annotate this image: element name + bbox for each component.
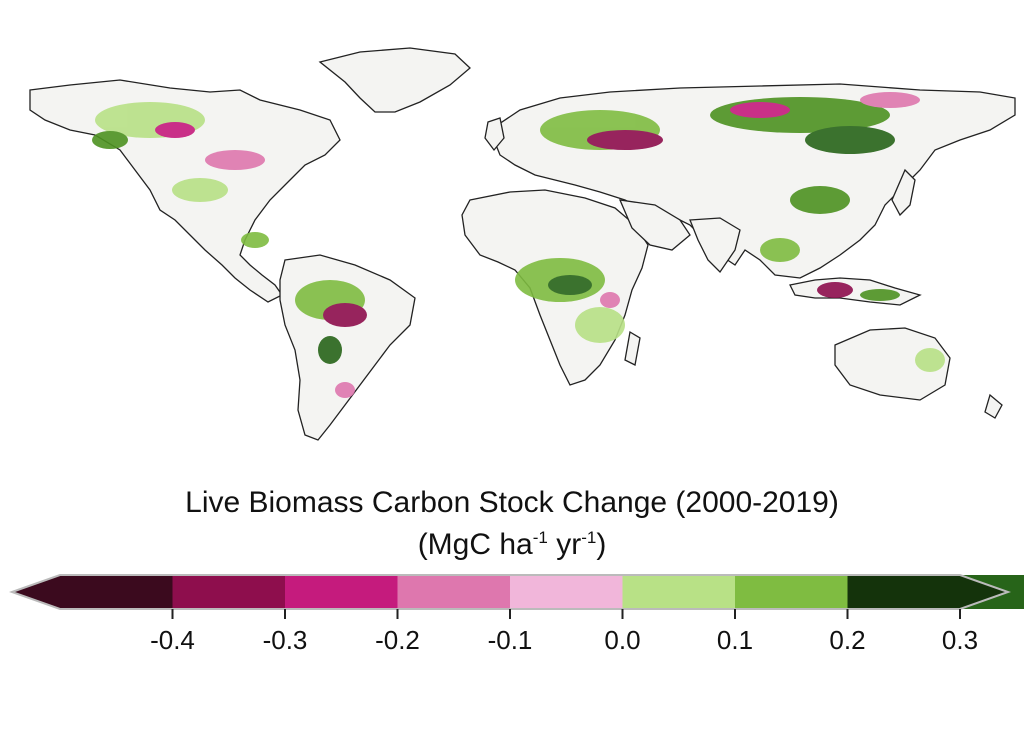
colorbar-cell [847,575,1008,609]
new-zealand [984,393,1003,419]
units-mid: yr [547,528,582,561]
indonesia [789,277,922,306]
greenland [318,47,471,113]
units-prefix: (MgC ha [417,528,533,561]
colorbar-tick-label: -0.4 [150,625,195,655]
colorbar-cell [12,575,173,609]
arabia [618,199,691,251]
colorbar-cells [9,574,1024,610]
colorbar-tick-label: -0.3 [263,625,308,655]
colorbar-tick-label: -0.2 [375,625,420,655]
colorbar-tick-label: -0.1 [488,625,533,655]
colorbar-cell [735,575,848,609]
units-exp2: -1 [581,528,597,547]
units-exp1: -1 [532,528,548,547]
colorbar-ticks: -0.4-0.3-0.2-0.10.00.10.20.30.4 [150,609,978,655]
units-suffix: ) [596,528,607,561]
colorbar-tick-label: 0.1 [717,625,753,655]
colorbar-cell [285,575,398,609]
colorbar: -0.4-0.3-0.2-0.10.00.10.20.30.4 [9,574,1024,655]
colorbar-tick-label: 0.0 [604,625,640,655]
colorbar-tick-label: 0.2 [829,625,865,655]
world-map [29,47,1016,441]
colorbar-cell [622,575,735,609]
legend-units: (MgC ha-1 yr-1) [0,528,1024,562]
madagascar [624,330,641,366]
colorbar-cell [397,575,510,609]
britain [484,117,505,152]
australia [834,327,951,401]
biomass-change-overlay [92,92,945,398]
japan [891,168,916,217]
india [689,217,741,274]
colorbar-outline [9,574,1011,610]
colorbar-cell [172,575,285,609]
colorbar-cell [510,575,623,609]
colorbar-tick-label: 0.3 [942,625,978,655]
legend-title: Live Biomass Carbon Stock Change (2000-2… [185,486,839,519]
